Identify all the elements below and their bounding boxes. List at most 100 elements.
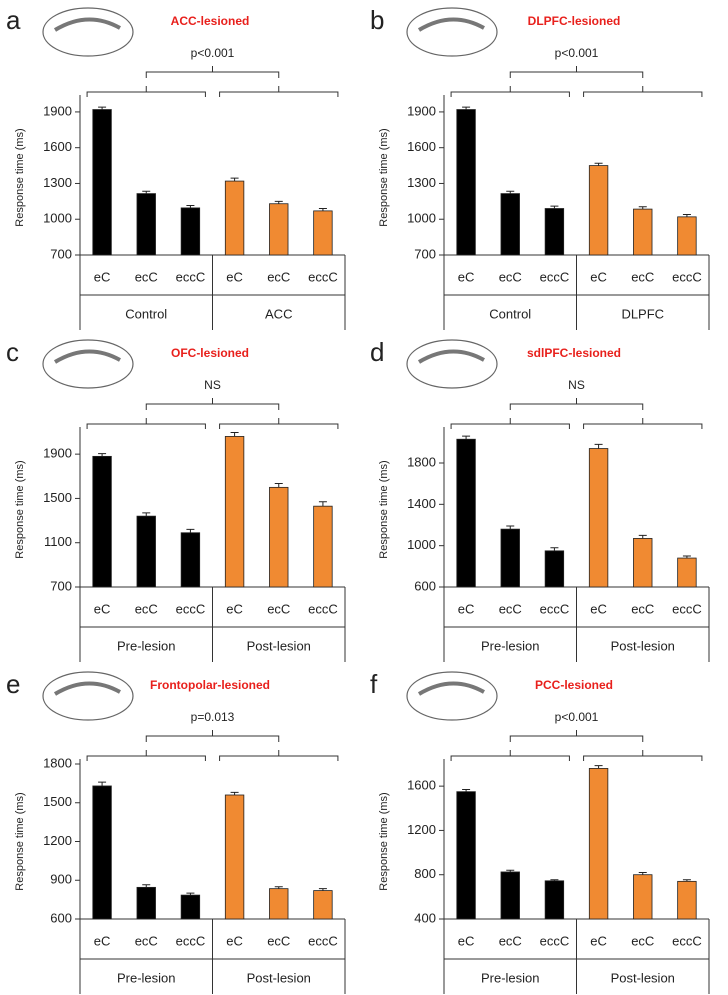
group-bracket xyxy=(583,750,703,761)
y-tick-label: 1900 xyxy=(43,446,72,461)
error-bar xyxy=(638,206,647,210)
y-tick-label: 400 xyxy=(414,910,436,925)
bar xyxy=(500,871,520,920)
y-tick-label: 1300 xyxy=(407,175,436,190)
comparison-bracket xyxy=(145,398,280,410)
error-bar xyxy=(506,190,515,194)
comparison-bracket xyxy=(509,66,644,78)
bar xyxy=(92,109,112,256)
panel: c OFC-lesioned NS 700 1100 1500 1900 Response t… xyxy=(6,337,346,662)
group-label: Post-lesion xyxy=(247,970,311,985)
bar xyxy=(313,890,333,920)
group-bracket xyxy=(219,750,339,761)
group-bracket xyxy=(583,418,703,429)
brain-icon-detail xyxy=(53,681,121,696)
group-label: Post-lesion xyxy=(611,970,675,985)
error-bar xyxy=(506,869,515,872)
x-tick-label: eccC xyxy=(672,601,702,616)
x-tick-label: ecC xyxy=(631,933,654,948)
group-label: Pre-lesion xyxy=(481,638,540,653)
group-bracket xyxy=(219,418,339,429)
y-tick-label: 1600 xyxy=(407,778,436,793)
x-tick-label: eC xyxy=(226,601,243,616)
significance-label: p=0.013 xyxy=(191,710,235,724)
y-tick-label: 1900 xyxy=(43,103,72,118)
panel-title: ACC-lesioned xyxy=(171,14,250,28)
y-tick-label: 1800 xyxy=(43,755,72,770)
y-tick-label: 1000 xyxy=(43,211,72,226)
brain-icon-detail xyxy=(53,349,121,364)
x-tick-label: eccC xyxy=(176,933,206,948)
error-bar xyxy=(594,765,603,769)
group-label: Post-lesion xyxy=(611,638,675,653)
x-tick-label: eC xyxy=(94,933,111,948)
x-tick-label: ecC xyxy=(267,933,290,948)
panel: b DLPFC-lesioned p<0.001 700 1000 1300 1600 190… xyxy=(370,5,710,330)
group-bracket xyxy=(86,750,206,761)
x-tick-label: eC xyxy=(94,601,111,616)
error-bar xyxy=(186,205,195,208)
error-bar xyxy=(462,788,471,792)
y-tick-label: 1800 xyxy=(407,454,436,469)
bar xyxy=(92,455,112,588)
panel-letter: e xyxy=(6,669,20,699)
panel-letter: b xyxy=(370,5,384,35)
brain-icon xyxy=(42,7,134,57)
error-bar xyxy=(594,162,603,166)
panel: d sdlPFC-lesioned NS 600 1000 1400 1800 Respons… xyxy=(370,337,710,662)
bar xyxy=(544,880,565,920)
bar xyxy=(180,894,201,920)
brain-icon-detail xyxy=(417,17,485,32)
error-bar xyxy=(142,512,151,517)
x-tick-label: ecC xyxy=(135,269,158,284)
bar xyxy=(224,794,245,920)
comparison-bracket xyxy=(509,730,644,742)
error-bar xyxy=(318,888,327,891)
bar xyxy=(224,180,245,256)
error-bar xyxy=(318,501,327,507)
x-tick-label: ecC xyxy=(135,601,158,616)
bar xyxy=(224,436,245,588)
y-tick-label: 1200 xyxy=(43,833,72,848)
panel: a ACC-lesioned p<0.001 700 1000 1300 1600 1900 R… xyxy=(6,5,346,330)
panel-title: Frontopolar-lesioned xyxy=(150,678,270,692)
group-bracket xyxy=(583,86,703,97)
y-tick-label: 1600 xyxy=(407,139,436,154)
bar xyxy=(456,109,476,256)
bar xyxy=(180,532,201,588)
error-bar xyxy=(506,525,515,530)
x-tick-label: eC xyxy=(590,601,607,616)
x-tick-label: eC xyxy=(226,269,243,284)
y-tick-label: 1500 xyxy=(43,490,72,505)
y-tick-label: 1500 xyxy=(43,794,72,809)
y-tick-label: 1600 xyxy=(43,139,72,154)
group-label: Pre-lesion xyxy=(481,970,540,985)
x-tick-label: eccC xyxy=(672,269,702,284)
error-bar xyxy=(230,177,239,182)
x-tick-label: eccC xyxy=(176,269,206,284)
bar xyxy=(500,193,520,256)
bar xyxy=(544,550,565,588)
bar xyxy=(588,165,609,256)
y-tick-label: 1900 xyxy=(407,103,436,118)
x-tick-label: eccC xyxy=(672,933,702,948)
x-tick-label: ecC xyxy=(631,269,654,284)
brain-icon-detail xyxy=(417,349,485,364)
y-tick-label: 700 xyxy=(50,246,72,261)
group-label: DLPFC xyxy=(621,306,664,321)
bar xyxy=(677,880,697,920)
y-axis-label: Response time (ms) xyxy=(14,460,26,558)
error-bar xyxy=(638,872,647,875)
panel-title: PCC-lesioned xyxy=(535,678,613,692)
bar xyxy=(136,886,156,920)
brain-icon xyxy=(406,671,498,721)
y-tick-label: 1400 xyxy=(407,496,436,511)
significance-label: NS xyxy=(568,378,585,392)
y-tick-label: 1300 xyxy=(43,175,72,190)
group-bracket xyxy=(450,86,570,97)
error-bar xyxy=(142,884,151,888)
brain-icon xyxy=(42,671,134,721)
error-bar xyxy=(142,190,151,194)
error-bar xyxy=(230,791,239,795)
x-tick-label: ecC xyxy=(631,601,654,616)
